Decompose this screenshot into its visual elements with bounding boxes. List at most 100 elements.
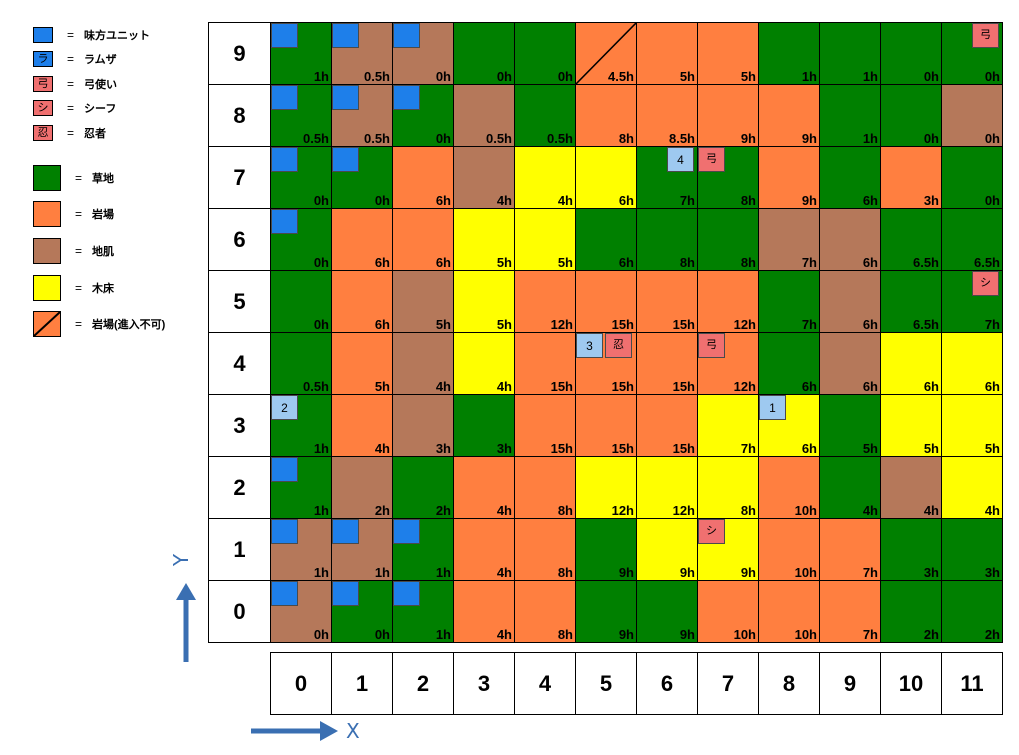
map-cell[interactable]: 6.5h [941,208,1003,271]
ally-unit[interactable] [271,23,298,48]
map-cell[interactable]: 8h [575,84,637,147]
ally-unit[interactable] [393,85,420,110]
map-cell[interactable]: 1h [819,22,881,85]
map-cell[interactable]: 15h [514,332,576,395]
map-cell[interactable]: 4h [331,394,393,457]
enemy-unit[interactable]: 弓 [972,23,999,48]
map-cell[interactable]: 9h [636,518,698,581]
enemy-unit[interactable]: 弓 [698,147,725,172]
map-cell[interactable]: 12h [514,270,576,333]
map-cell[interactable]: 15h [636,394,698,457]
map-cell[interactable]: 5h [697,22,759,85]
map-cell[interactable]: 4h [453,332,515,395]
map-cell[interactable]: 3h [453,394,515,457]
map-cell[interactable]: 6h [331,270,393,333]
map-cell[interactable]: 9h [636,580,698,643]
enemy-unit[interactable]: 弓 [698,333,725,358]
map-cell[interactable]: 4h [453,146,515,209]
map-cell[interactable]: 12h [636,456,698,519]
map-cell[interactable]: 8h [514,456,576,519]
map-cell[interactable]: 3h [880,146,942,209]
map-cell[interactable]: 4h [392,332,454,395]
map-cell[interactable]: 10h [758,518,820,581]
enemy-unit[interactable]: シ [972,271,999,296]
map-cell[interactable]: 5h [819,394,881,457]
map-cell[interactable]: 5h [453,270,515,333]
map-cell[interactable]: 2h [880,580,942,643]
map-cell[interactable]: 8h [636,208,698,271]
map-cell[interactable]: 0.5h [270,332,332,395]
map-cell[interactable]: 7h [819,518,881,581]
map-cell[interactable]: 6h [819,208,881,271]
map-cell[interactable]: 9h [758,84,820,147]
ally-unit[interactable] [332,23,359,48]
numbered-marker[interactable]: 1 [759,395,786,420]
ally-unit[interactable] [271,519,298,544]
map-cell[interactable]: 0h [514,22,576,85]
map-cell[interactable]: 8h [514,518,576,581]
ally-unit[interactable] [271,209,298,234]
map-cell[interactable]: 6.5h [880,208,942,271]
map-cell[interactable]: 6h [819,270,881,333]
map-cell[interactable]: 0h [941,146,1003,209]
numbered-marker[interactable]: 3 [576,333,603,358]
map-cell[interactable]: 0h [270,208,332,271]
map-cell[interactable]: 9h [758,146,820,209]
map-cell[interactable]: 4h [453,456,515,519]
map-cell[interactable]: 15h [636,332,698,395]
map-cell[interactable]: 4.5h [575,22,637,85]
map-cell[interactable]: 6h [880,332,942,395]
map-cell[interactable]: 15h [514,394,576,457]
map-cell[interactable]: 0h [270,270,332,333]
map-cell[interactable]: 0h [880,22,942,85]
ally-unit[interactable] [271,581,298,606]
map-cell[interactable]: 1h [819,84,881,147]
map-cell[interactable]: 3h [392,394,454,457]
map-cell[interactable]: 0h [880,84,942,147]
map-cell[interactable]: 5h [514,208,576,271]
map-cell[interactable]: 7h [758,270,820,333]
map-cell[interactable]: 6h [758,332,820,395]
map-cell[interactable]: 5h [941,394,1003,457]
map-cell[interactable]: 1h [758,22,820,85]
map-cell[interactable]: 3h [880,518,942,581]
map-cell[interactable]: 12h [575,456,637,519]
map-cell[interactable]: 4h [453,580,515,643]
enemy-unit[interactable]: シ [698,519,725,544]
map-cell[interactable]: 15h [636,270,698,333]
map-cell[interactable]: 2h [941,580,1003,643]
map-cell[interactable]: 2h [392,456,454,519]
map-cell[interactable]: 8.5h [636,84,698,147]
map-cell[interactable]: 5h [331,332,393,395]
ally-unit[interactable] [393,581,420,606]
map-cell[interactable]: 10h [758,580,820,643]
numbered-marker[interactable]: 2 [271,395,298,420]
map-cell[interactable]: 8h [514,580,576,643]
ally-unit[interactable] [332,581,359,606]
map-cell[interactable]: 0.5h [514,84,576,147]
map-cell[interactable]: 8h [697,456,759,519]
map-cell[interactable]: 5h [880,394,942,457]
map-cell[interactable]: 0h [453,22,515,85]
map-cell[interactable]: 15h [575,270,637,333]
enemy-unit[interactable]: 忍 [605,333,632,358]
map-cell[interactable]: 6h [392,208,454,271]
ally-unit[interactable] [393,519,420,544]
map-cell[interactable]: 6h [331,208,393,271]
map-cell[interactable]: 0.5h [453,84,515,147]
map-cell[interactable]: 6h [819,146,881,209]
map-cell[interactable]: 4h [453,518,515,581]
map-cell[interactable]: 6h [392,146,454,209]
map-cell[interactable]: 5h [636,22,698,85]
map-cell[interactable]: 6h [819,332,881,395]
map-cell[interactable]: 4h [880,456,942,519]
map-cell[interactable]: 9h [575,518,637,581]
ally-unit[interactable] [393,23,420,48]
map-cell[interactable]: 0h [941,84,1003,147]
map-cell[interactable]: 9h [697,84,759,147]
map-cell[interactable]: 4h [941,456,1003,519]
map-cell[interactable]: 9h [575,580,637,643]
ally-unit[interactable] [332,519,359,544]
map-cell[interactable]: 7h [758,208,820,271]
map-cell[interactable]: 10h [758,456,820,519]
